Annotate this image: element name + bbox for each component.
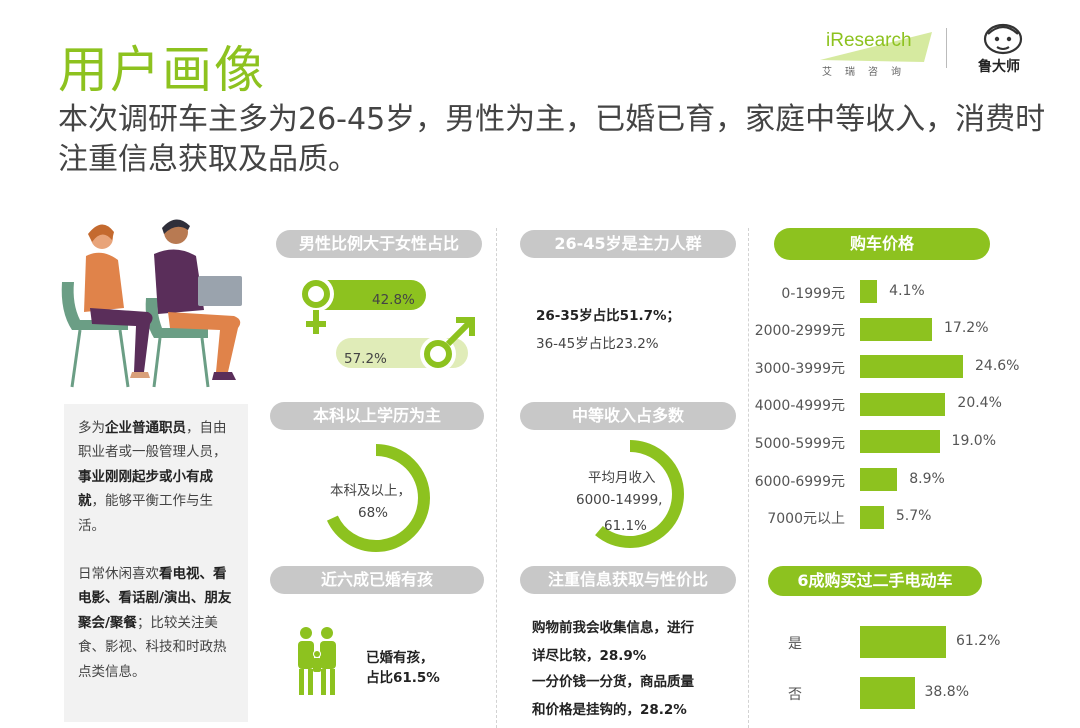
value-label: 5.7% [895, 508, 932, 525]
income-line-2: 6000-14999, [576, 492, 663, 508]
gender-chart [298, 276, 475, 372]
category-label: 0-1999元 [781, 285, 845, 302]
info-line-2: 详尽比较，28.9% [532, 648, 647, 664]
category-label: 4000-4999元 [754, 398, 845, 415]
bar [860, 280, 878, 303]
value-label: 24.6% [975, 357, 1020, 374]
value-label: 4.1% [889, 282, 925, 299]
bar [860, 430, 940, 454]
ludashi-mascot-icon [983, 23, 1023, 55]
value-label: 19.0% [951, 432, 997, 449]
page-title: 用户画像 [58, 41, 266, 99]
income-line-1: 平均月收入 [588, 470, 656, 486]
info-heading: 注重信息获取与性价比 [520, 566, 736, 594]
bar [860, 468, 898, 491]
gender-heading: 男性比例大于女性占比 [276, 230, 482, 258]
category-label: 3000-3999元 [754, 360, 845, 377]
category-label: 否 [788, 687, 802, 703]
column-divider [496, 228, 497, 728]
persona-description-leisure-segment: 日常休闲喜欢 [78, 566, 159, 583]
category-label: 5000-5999元 [754, 435, 845, 452]
bar [860, 505, 884, 529]
column-divider [748, 228, 749, 728]
people-illustration-icon [61, 219, 242, 388]
male-share-label: 57.2% [344, 351, 387, 367]
male-symbol-icon [420, 317, 475, 372]
info-line-4: 和价格是挂钩的，28.2% [532, 702, 687, 718]
married-line-2: 占比61.5% [366, 670, 440, 686]
persona-description-work-segment: 事业刚刚起步或小有成就 [78, 468, 213, 510]
value-label: 61.2% [956, 633, 1001, 649]
income-donut [576, 440, 684, 548]
category-label: 是 [788, 636, 802, 652]
persona-description-leisure: 日常休闲喜欢看电视、看电影、看话剧/演出、朋友聚会/聚餐；比较关注美食、影视、科… [78, 562, 234, 684]
married-line-1: 已婚有孩， [366, 650, 434, 666]
secondhand-bar-chart: 是 61.2% 否 38.8% [740, 614, 1080, 724]
bar [860, 317, 933, 341]
bar [860, 677, 915, 709]
age-line-2: 36-45岁占比23.2% [536, 336, 659, 352]
page-subtitle: 本次调研车主多为26-45岁，男性为主，已婚已育，家庭中等收入，消费时注重信息获… [58, 102, 1046, 177]
category-label: 2000-2999元 [754, 323, 845, 340]
bar [860, 355, 963, 379]
logo-divider [946, 28, 947, 68]
education-line-2: 68% [358, 505, 389, 521]
persona-description-work-segment: 企业普通职员 [105, 420, 186, 436]
female-share-label: 42.8% [372, 292, 415, 308]
persona-description-work-segment: ，自由职业者或一般管理人员， [78, 420, 227, 461]
category-label: 6000-6999元 [754, 473, 845, 490]
iresearch-logo-text: iResearch [826, 30, 912, 51]
info-line-1: 购物前我会收集信息，进行 [532, 620, 694, 636]
value-label: 17.2% [944, 320, 989, 337]
education-donut-arc [322, 444, 430, 552]
income-donut-arc [576, 440, 684, 548]
secondhand-heading: 6成购买过二手电动车 [768, 566, 982, 596]
income-line-3: 61.1% [604, 518, 647, 534]
education-heading: 本科以上学历为主 [270, 402, 484, 430]
price-bar-chart: 0-1999元 4.1% 2000-2999元 17.2% 3000-3999元 24.6… [740, 270, 1080, 532]
persona-description-work-segment: 多为 [78, 420, 105, 436]
education-line-1: 本科及以上， [330, 483, 411, 499]
female-bar [308, 280, 426, 310]
persona-description-box: 多为企业普通职员，自由职业者或一般管理人员， 事业刚刚起步或小有成就，能够平衡工作… [64, 404, 248, 722]
married-heading: 近六成已婚有孩 [270, 566, 484, 594]
iresearch-logo-icon [820, 32, 932, 62]
value-label: 8.9% [909, 470, 945, 487]
category-label: 7000元以上 [767, 511, 845, 528]
age-line-1: 26-35岁占比51.7%； [536, 308, 681, 324]
persona-description-leisure-segment: ；比较关注美食、影视、科技和时政热点类信息。 [78, 614, 227, 680]
family-icon [298, 627, 336, 695]
ludashi-logo-text: 鲁大师 [978, 59, 1020, 75]
value-label: 20.4% [957, 395, 1002, 412]
female-symbol-icon [298, 276, 334, 334]
value-label: 38.8% [924, 684, 969, 700]
bar [860, 626, 946, 658]
iresearch-logo-subtext: 艾瑞咨询 [822, 67, 914, 78]
price-heading: 购车价格 [774, 228, 990, 260]
persona-description-work: 多为企业普通职员，自由职业者或一般管理人员， 事业刚刚起步或小有成就，能够平衡工作… [78, 416, 234, 538]
bar [860, 392, 946, 416]
education-donut [322, 444, 430, 552]
income-heading: 中等收入占多数 [520, 402, 736, 430]
persona-description-work-segment: ，能够平衡工作与生活。 [78, 493, 213, 534]
persona-description-leisure-segment: 看电视、看电影、看话剧/演出、朋友聚会/聚餐 [78, 566, 232, 631]
age-heading: 26-45岁是主力人群 [520, 230, 736, 258]
info-line-3: 一分价钱一分货，商品质量 [532, 674, 694, 690]
